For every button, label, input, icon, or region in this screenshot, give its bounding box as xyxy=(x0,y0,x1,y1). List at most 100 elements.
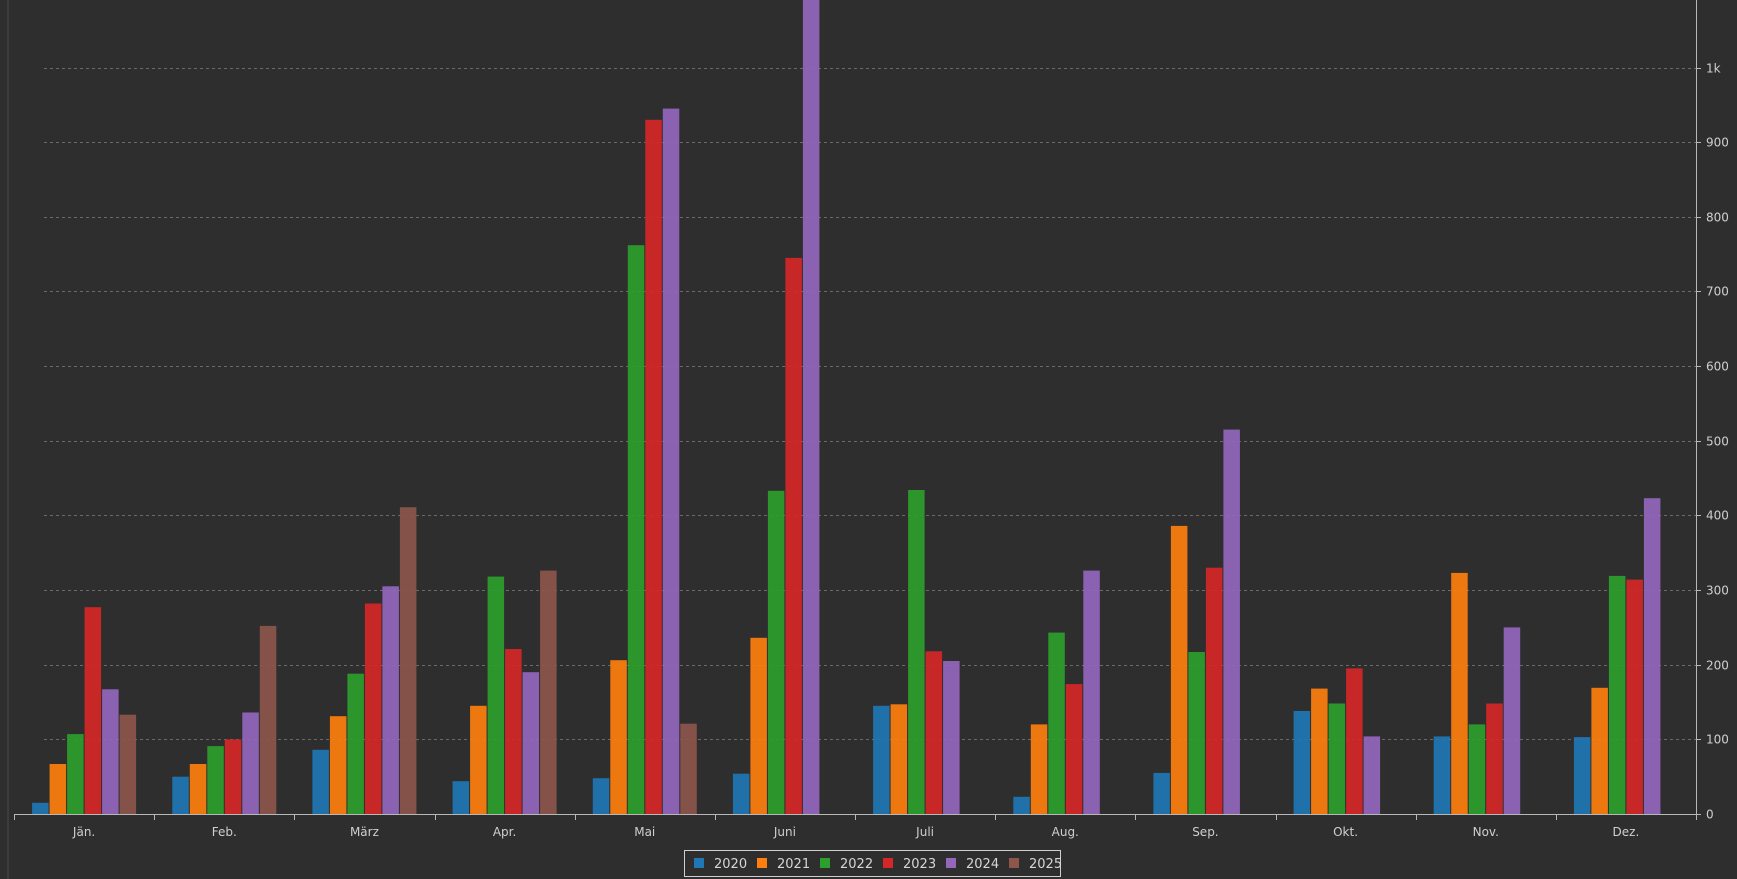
bar-2022-Okt.[interactable] xyxy=(1328,703,1346,815)
bar-2022-Jän.[interactable] xyxy=(67,734,84,814)
bar-2020-Okt.[interactable] xyxy=(1293,711,1311,814)
legend-swatch-2023[interactable] xyxy=(883,858,893,868)
y-tick-label: 200 xyxy=(1706,659,1729,673)
bar-2024-Mai[interactable] xyxy=(662,108,680,815)
legend-swatch-2020[interactable] xyxy=(694,858,704,868)
bar-2022-Nov.[interactable] xyxy=(1468,724,1486,814)
legend-label-2021[interactable]: 2021 xyxy=(777,857,810,872)
bar-2020-Mai[interactable] xyxy=(592,778,610,814)
bar-2024-Juni[interactable] xyxy=(802,0,820,814)
bar-2021-März[interactable] xyxy=(329,716,347,814)
x-tick-label: Dez. xyxy=(1613,825,1640,839)
bar-2022-Mai[interactable] xyxy=(627,245,645,814)
legend-label-2023[interactable]: 2023 xyxy=(903,857,936,872)
bar-2023-Mai[interactable] xyxy=(645,119,662,815)
legend-swatch-2022[interactable] xyxy=(820,858,830,868)
x-tick-label: März xyxy=(350,825,379,839)
x-tick-label: Mai xyxy=(634,825,655,839)
bar-2023-Juni[interactable] xyxy=(785,257,802,814)
bar-2021-Juni[interactable] xyxy=(750,637,767,814)
bar-2024-März[interactable] xyxy=(382,586,399,814)
bar-2020-Sep.[interactable] xyxy=(1153,772,1170,814)
bar-2020-Juli[interactable] xyxy=(873,705,890,814)
bar-2025-Jän.[interactable] xyxy=(119,714,137,814)
bar-2021-Dez.[interactable] xyxy=(1591,687,1608,814)
y-tick-label: 700 xyxy=(1706,285,1729,299)
bar-2022-Aug.[interactable] xyxy=(1048,632,1065,814)
bar-2020-Dez.[interactable] xyxy=(1573,737,1591,814)
bar-2022-Dez.[interactable] xyxy=(1608,575,1626,814)
legend-label-2024[interactable]: 2024 xyxy=(966,857,999,872)
x-tick-label: Feb. xyxy=(212,825,237,839)
bar-2023-Sep.[interactable] xyxy=(1205,567,1223,814)
bar-2022-Juli[interactable] xyxy=(908,490,925,814)
bar-2021-Feb.[interactable] xyxy=(189,764,207,814)
bar-2023-Juli[interactable] xyxy=(925,651,943,814)
bar-2021-Mai[interactable] xyxy=(610,660,627,814)
bar-2020-Nov.[interactable] xyxy=(1433,736,1451,814)
bar-2024-Feb.[interactable] xyxy=(242,712,259,815)
bar-2020-März[interactable] xyxy=(312,749,329,814)
y-tick-label: 400 xyxy=(1706,509,1729,523)
x-tick-label: Okt. xyxy=(1333,825,1358,839)
bar-2023-März[interactable] xyxy=(364,603,382,815)
bar-2020-Apr.[interactable] xyxy=(452,781,470,814)
bar-2021-Jän.[interactable] xyxy=(49,764,67,814)
bar-2023-Feb.[interactable] xyxy=(224,739,242,814)
bar-2024-Dez.[interactable] xyxy=(1643,498,1661,814)
bar-2023-Okt.[interactable] xyxy=(1346,668,1363,814)
y-tick-label: 100 xyxy=(1706,733,1729,747)
bar-2020-Juni[interactable] xyxy=(732,773,750,814)
bar-2025-März[interactable] xyxy=(399,507,417,814)
bar-2024-Jän.[interactable] xyxy=(102,689,119,814)
bar-2023-Jän.[interactable] xyxy=(84,607,102,814)
bar-2024-Okt.[interactable] xyxy=(1363,736,1381,814)
bar-2021-Sep.[interactable] xyxy=(1170,525,1188,814)
bar-2022-Sep.[interactable] xyxy=(1188,652,1205,814)
x-tick-label: Juni xyxy=(773,825,796,839)
bar-2021-Apr.[interactable] xyxy=(470,705,487,814)
legend-label-2025[interactable]: 2025 xyxy=(1029,857,1062,872)
y-tick-label: 1k xyxy=(1706,62,1721,76)
bar-2023-Aug.[interactable] xyxy=(1065,684,1083,814)
bar-2021-Aug.[interactable] xyxy=(1030,724,1048,814)
bar-2024-Apr.[interactable] xyxy=(522,672,540,814)
bar-2025-Mai[interactable] xyxy=(680,723,697,814)
legend-swatch-2021[interactable] xyxy=(757,858,767,868)
bar-2022-März[interactable] xyxy=(347,673,364,814)
legend-label-2020[interactable]: 2020 xyxy=(714,857,747,872)
bar-2025-Feb.[interactable] xyxy=(259,625,277,814)
bar-2024-Juli[interactable] xyxy=(943,661,960,814)
legend-swatch-2024[interactable] xyxy=(946,858,956,868)
bar-2024-Nov.[interactable] xyxy=(1503,627,1521,814)
bar-2021-Juli[interactable] xyxy=(890,704,908,814)
x-tick-label: Sep. xyxy=(1192,825,1218,839)
bar-2022-Feb.[interactable] xyxy=(207,746,224,814)
legend-label-2022[interactable]: 2022 xyxy=(840,857,873,872)
bar-2020-Aug.[interactable] xyxy=(1013,796,1030,814)
x-tick-label: Apr. xyxy=(493,825,516,839)
bar-2023-Dez.[interactable] xyxy=(1626,579,1643,814)
y-tick-label: 300 xyxy=(1706,584,1729,598)
x-tick-label: Aug. xyxy=(1052,825,1079,839)
y-tick-label: 0 xyxy=(1706,808,1714,822)
y-tick-label: 500 xyxy=(1706,435,1729,449)
bar-2023-Nov.[interactable] xyxy=(1486,703,1503,815)
y-tick-label: 600 xyxy=(1706,360,1729,374)
bar-2024-Aug.[interactable] xyxy=(1083,570,1100,814)
bar-2021-Nov.[interactable] xyxy=(1451,572,1468,814)
bar-2020-Feb.[interactable] xyxy=(172,776,189,814)
bar-2023-Apr.[interactable] xyxy=(505,649,522,814)
bar-2024-Sep.[interactable] xyxy=(1223,429,1240,814)
y-tick-label: 800 xyxy=(1706,211,1729,225)
x-tick-label: Nov. xyxy=(1473,825,1499,839)
bar-2020-Jän.[interactable] xyxy=(32,802,49,814)
legend-swatch-2025[interactable] xyxy=(1009,858,1019,868)
bar-2022-Juni[interactable] xyxy=(767,490,785,814)
bar-2025-Apr.[interactable] xyxy=(540,570,557,814)
bar-2021-Okt.[interactable] xyxy=(1311,688,1328,814)
x-tick-label: Jän. xyxy=(72,825,95,839)
bar-2022-Apr.[interactable] xyxy=(487,576,505,814)
